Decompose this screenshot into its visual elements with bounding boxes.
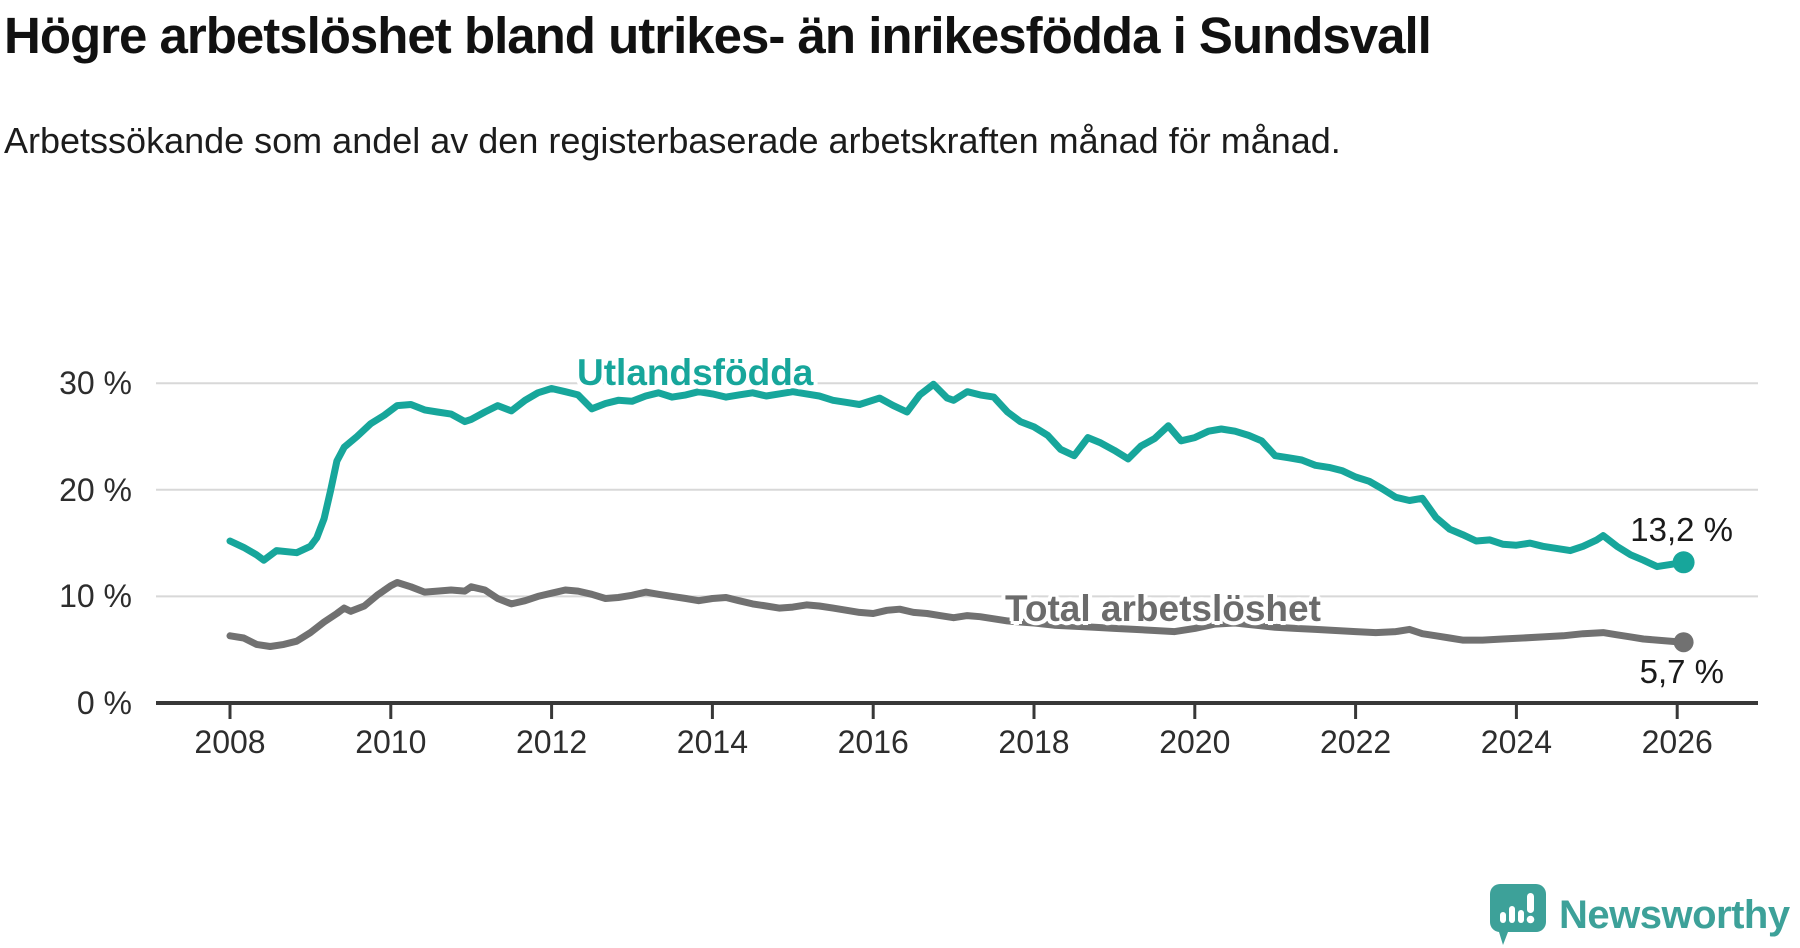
series-label-total-arbetsloshet: Total arbetslöshet: [1005, 588, 1321, 629]
y-axis-label: 10 %: [59, 578, 132, 615]
newsworthy-logo: Newsworthy: [1490, 884, 1790, 946]
series-label-utlandsfodda: Utlandsfödda: [577, 352, 814, 393]
x-axis-label: 2016: [837, 724, 909, 760]
x-axis-label: 2010: [355, 724, 427, 760]
x-axis-label: 2012: [516, 724, 588, 760]
y-axis-label: 0 %: [76, 685, 132, 721]
newsworthy-logo-text: Newsworthy: [1559, 892, 1790, 937]
series-line-1: [226, 579, 1688, 650]
x-axis-label: 2024: [1480, 724, 1552, 760]
end-value-label-utlandsfodda: 13,2 %: [1630, 511, 1733, 548]
x-axis-label: 2026: [1641, 724, 1713, 760]
x-axis-label: 2022: [1320, 724, 1392, 760]
y-axis-label: 30 %: [59, 365, 132, 402]
series-end-dot-1: [1673, 632, 1694, 653]
x-axis-label: 2020: [1159, 724, 1231, 760]
x-axis-label: 2008: [194, 724, 266, 760]
page-title: Högre arbetslöshet bland utrikes- än inr…: [4, 7, 1432, 64]
series-line-0: [226, 380, 1688, 571]
page-subtitle: Arbetssökande som andel av den registerb…: [4, 120, 1341, 161]
series-end-dot-0: [1672, 551, 1695, 574]
x-axis-label: 2018: [998, 724, 1070, 760]
x-axis-label: 2014: [676, 724, 748, 760]
y-axis-label: 20 %: [59, 471, 132, 508]
newsworthy-logo-icon: [1490, 884, 1546, 945]
end-value-label-total: 5,7 %: [1639, 653, 1724, 690]
